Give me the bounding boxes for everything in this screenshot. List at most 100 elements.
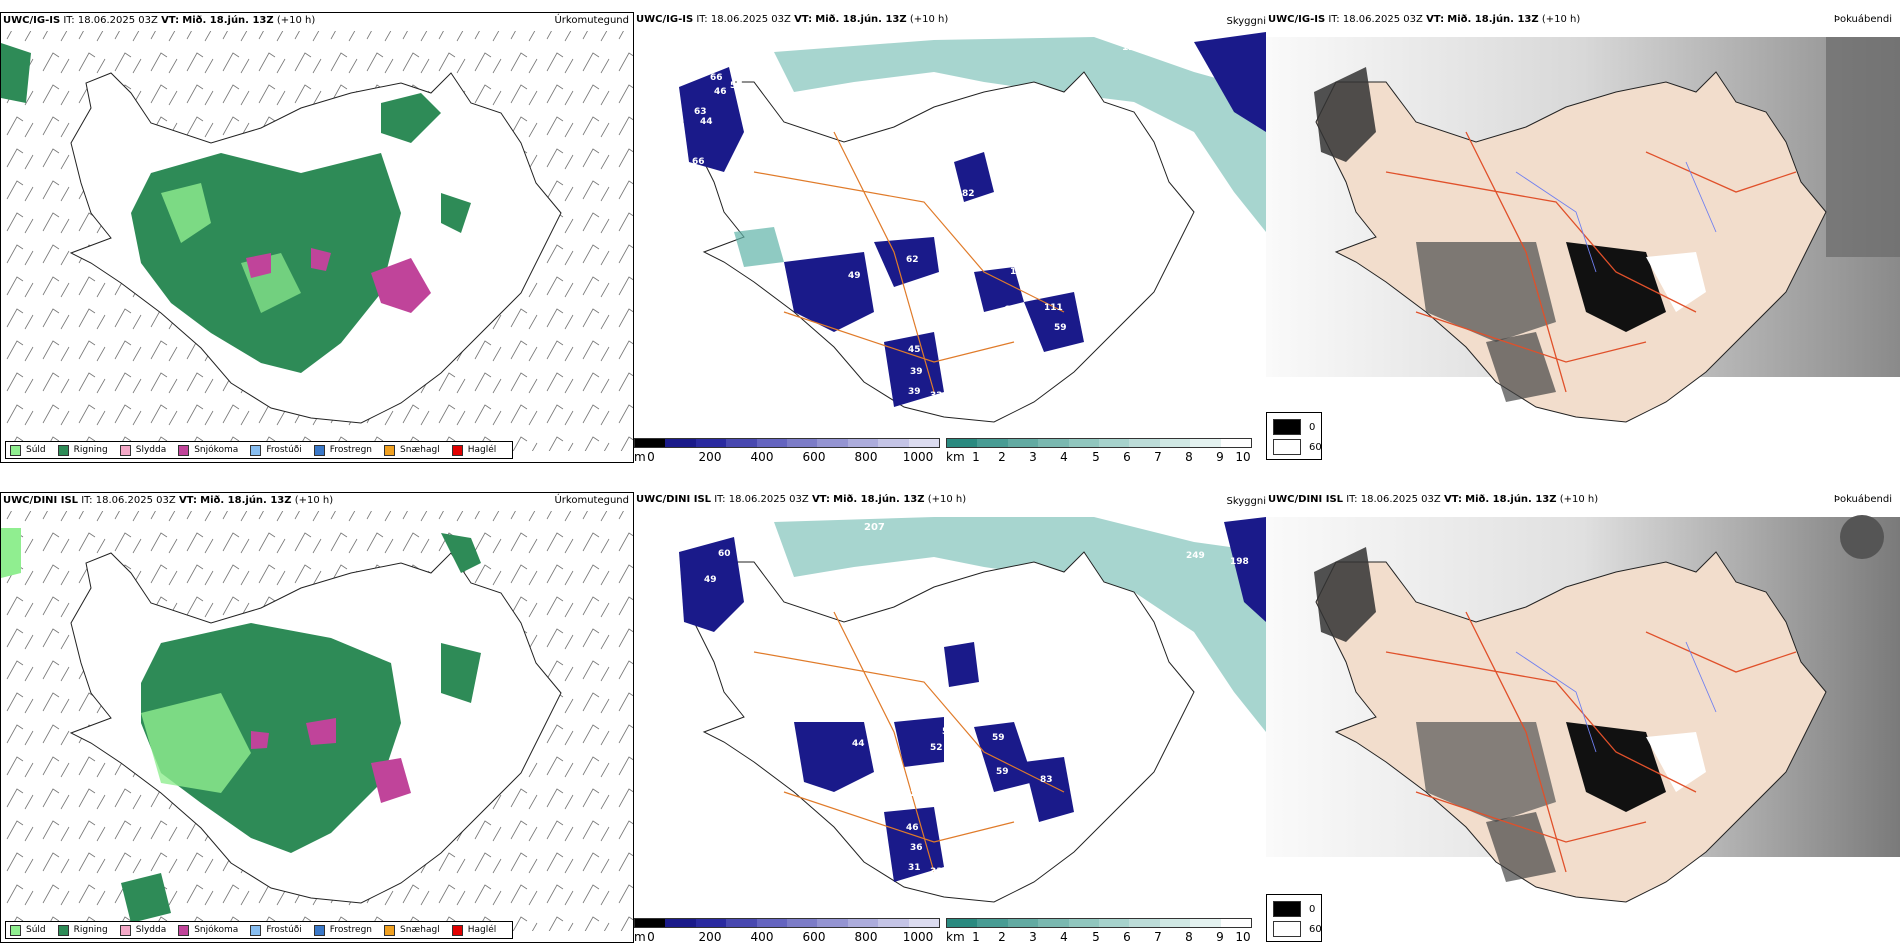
colorbar-step xyxy=(1220,439,1252,447)
height-colorbar-strip xyxy=(634,438,940,448)
legend-item: Súld xyxy=(10,444,46,456)
svg-text:32: 32 xyxy=(930,391,943,401)
swatch-sudl xyxy=(10,444,21,456)
colorbar-step xyxy=(878,919,909,927)
svg-text:66: 66 xyxy=(710,73,723,83)
svg-text:52: 52 xyxy=(930,743,943,753)
colorbar-step xyxy=(977,919,1008,927)
tick: 3 xyxy=(1029,930,1037,943)
cloud-panel-row1: UWC/IG-IS IT: 18.06.2025 03Z VT: Mið. 18… xyxy=(634,12,1266,463)
svg-text:49: 49 xyxy=(848,271,861,281)
colorbar-step xyxy=(695,439,727,447)
colorbar-step xyxy=(1038,919,1069,927)
colorbar-step xyxy=(1038,439,1069,447)
colorbar-step xyxy=(726,439,757,447)
cloud-map: 207 249 198 60 70 49 111 45 44 41 51 52 59 59 83 1… xyxy=(679,517,1266,903)
tick: 600 xyxy=(802,930,826,943)
swatch-snaehagl xyxy=(384,924,396,936)
height-colorbar: m 0 200 400 600 800 1000 xyxy=(634,916,940,943)
svg-text:57: 57 xyxy=(778,765,791,775)
swatch-snjokoma xyxy=(178,444,190,456)
svg-text:46: 46 xyxy=(714,87,727,97)
colorbar-step xyxy=(635,919,666,927)
colorbar-step xyxy=(908,439,940,447)
svg-text:106: 106 xyxy=(1180,51,1199,61)
panel-title: Úrkomutegund xyxy=(554,495,629,506)
svg-text:63: 63 xyxy=(694,107,707,117)
fog-legend-row: 0 xyxy=(1273,901,1315,917)
colorbar-step xyxy=(1099,919,1130,927)
svg-text:207: 207 xyxy=(864,522,885,533)
svg-text:44: 44 xyxy=(852,739,865,749)
swatch-frostudi xyxy=(250,444,262,456)
fog-swatch-dark xyxy=(1273,419,1301,435)
legend-item: Rigning xyxy=(57,444,108,456)
svg-text:45: 45 xyxy=(908,345,921,355)
tick: 10 xyxy=(1235,450,1251,463)
fog-panel-row1: UWC/IG-IS IT: 18.06.2025 03Z VT: Mið. 18… xyxy=(1266,12,1900,463)
colorbar-step xyxy=(1159,919,1191,927)
fog-swatch-light xyxy=(1273,921,1301,937)
svg-text:45: 45 xyxy=(994,257,1007,267)
precip-map xyxy=(1,31,633,451)
colorbar-step xyxy=(1220,919,1252,927)
legend-item: Slydda xyxy=(119,924,166,936)
svg-text:70: 70 xyxy=(738,547,751,557)
tick: 1 xyxy=(972,450,980,463)
svg-text:60: 60 xyxy=(718,549,731,559)
svg-text:50: 50 xyxy=(944,263,957,273)
tick: 200 xyxy=(698,930,722,943)
svg-text:41: 41 xyxy=(874,729,887,739)
panel-title: Skyggni xyxy=(1226,496,1266,507)
fog-legend: 0 60 xyxy=(1266,412,1322,460)
colorbar-step xyxy=(756,439,788,447)
height-colorbar-strip xyxy=(634,918,940,928)
svg-text:57: 57 xyxy=(730,81,743,91)
svg-text:83: 83 xyxy=(1040,775,1053,785)
swatch-rigning xyxy=(57,924,69,936)
swatch-frostregn xyxy=(313,444,325,456)
tick: 600 xyxy=(802,450,826,463)
tick: 8 xyxy=(1185,450,1193,463)
svg-text:33: 33 xyxy=(930,867,943,877)
colorbar-step xyxy=(847,919,879,927)
visibility-colorbar: km 1 2 3 4 5 6 7 8 9 10 xyxy=(946,916,1252,943)
panel-header: UWC/IG-IS IT: 18.06.2025 03Z VT: Mið. 18… xyxy=(3,15,316,26)
legend-item: Frostúði xyxy=(250,924,302,936)
svg-text:59: 59 xyxy=(996,767,1009,777)
svg-text:39: 39 xyxy=(910,367,923,377)
fog-swatch-light xyxy=(1273,439,1301,455)
swatch-frostregn xyxy=(313,924,325,936)
visibility-colorbar-strip xyxy=(946,438,1252,448)
precip-panel-row2: UWC/DINI ISL IT: 18.06.2025 03Z VT: Mið.… xyxy=(0,492,634,943)
colorbar-step xyxy=(695,919,727,927)
colorbar-step xyxy=(1068,919,1100,927)
colorbar-step xyxy=(787,919,818,927)
panel-title: Þokuábendi xyxy=(1833,14,1892,25)
swatch-sudl xyxy=(10,924,21,936)
svg-text:59: 59 xyxy=(992,733,1005,743)
legend-item: Haglél xyxy=(451,924,496,936)
visibility-unit: km xyxy=(946,450,965,463)
svg-text:45: 45 xyxy=(740,603,753,613)
tick: 2 xyxy=(998,930,1006,943)
legend-item: Súld xyxy=(10,924,46,936)
svg-text:120: 120 xyxy=(1122,43,1141,53)
swatch-frostudi xyxy=(250,924,262,936)
legend-item: Snæhagl xyxy=(384,924,440,936)
tick: 1000 xyxy=(902,450,934,463)
tick: 7 xyxy=(1154,450,1162,463)
fog-map xyxy=(1266,37,1900,423)
svg-text:61: 61 xyxy=(1004,305,1017,315)
panel-header: UWC/IG-IS IT: 18.06.2025 03Z VT: Mið. 18… xyxy=(1268,14,1581,25)
colorbar-step xyxy=(908,919,940,927)
legend-item: Snjókoma xyxy=(178,444,238,456)
swatch-haglel xyxy=(451,924,463,936)
fog-legend: 0 60 xyxy=(1266,894,1322,942)
svg-text:78: 78 xyxy=(796,247,809,257)
tick: 200 xyxy=(698,450,722,463)
svg-text:80: 80 xyxy=(810,241,823,251)
fog-map xyxy=(1266,515,1900,903)
svg-text:42: 42 xyxy=(878,277,891,287)
colorbar-step xyxy=(1007,439,1039,447)
